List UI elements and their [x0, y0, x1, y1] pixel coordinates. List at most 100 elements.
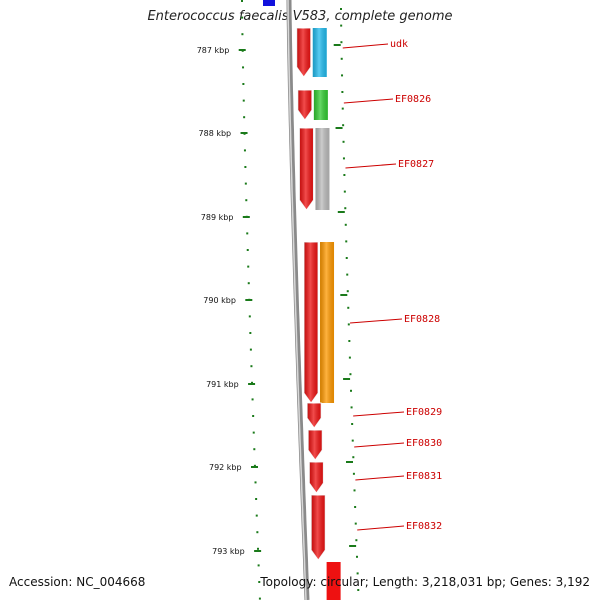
- minor-tick: [247, 282, 250, 285]
- minor-tick: [251, 381, 254, 384]
- minor-tick: [252, 415, 255, 417]
- gene-arrow-shade: [307, 403, 322, 428]
- minor-tick-outer: [354, 522, 357, 525]
- label-leader-line: [343, 98, 394, 104]
- gene-labels: udk EF0826 EF0827 EF0828 EF0829 EF0830 EF0831 E…: [342, 39, 442, 532]
- minor-tick-outer: [342, 157, 345, 160]
- minor-tick: [255, 498, 258, 500]
- major-tick-outer: [349, 545, 357, 547]
- minor-tick-outer: [347, 306, 350, 309]
- kbp-tick-label: 789 kbp: [201, 213, 234, 222]
- minor-tick-outer: [352, 472, 355, 475]
- minor-tick: [250, 365, 253, 368]
- major-tick-outer: [337, 211, 345, 213]
- upstream-feature-block: [263, 0, 275, 6]
- minor-tick: [258, 581, 261, 583]
- minor-tick: [244, 166, 247, 168]
- label-leader-line: [355, 475, 405, 481]
- minor-tick: [241, 0, 243, 2]
- minor-tick-outer: [341, 107, 344, 110]
- minor-tick: [241, 16, 244, 19]
- gene-arrow-shade: [296, 28, 311, 77]
- major-tick: [238, 49, 246, 51]
- major-tick: [248, 383, 256, 385]
- label-leader-line: [342, 43, 389, 49]
- minor-tick: [256, 547, 259, 550]
- cog-bar-shade: [315, 128, 330, 210]
- label-leader-line: [349, 318, 403, 324]
- minor-tick: [255, 514, 258, 517]
- gene-label-ef0832[interactable]: EF0832: [406, 521, 442, 532]
- minor-tick-outer: [341, 91, 344, 93]
- gene-label-ef0826[interactable]: EF0826: [395, 94, 431, 105]
- minor-tick-outer: [343, 174, 346, 176]
- minor-tick: [253, 464, 256, 467]
- minor-tick: [248, 315, 251, 318]
- minor-tick-outer: [344, 223, 347, 226]
- major-tick-outer: [335, 127, 343, 129]
- minor-tick-outer: [352, 456, 355, 459]
- minor-tick-outer: [356, 572, 359, 575]
- minor-tick-outer: [342, 140, 345, 143]
- backbone: [286, 0, 310, 600]
- major-tick-outer: [343, 378, 351, 380]
- minor-tick-outer: [340, 8, 342, 10]
- minor-tick: [246, 232, 249, 235]
- minor-tick-outer: [340, 24, 343, 27]
- minor-tick-outer: [357, 589, 360, 591]
- label-leader-line: [357, 525, 405, 531]
- minor-tick-outer: [346, 273, 349, 276]
- minor-tick-outer: [354, 506, 357, 508]
- downstream-gene-fragment: [326, 562, 341, 600]
- minor-tick: [243, 116, 246, 119]
- minor-tick-outer: [345, 257, 348, 259]
- gene-track: [263, 0, 341, 600]
- gene-label-ef0827[interactable]: EF0827: [398, 159, 434, 170]
- gene-label-ef0829[interactable]: EF0829: [406, 407, 442, 418]
- minor-tick: [247, 265, 250, 268]
- minor-tick-outer: [348, 340, 351, 342]
- gene-arrow-shade: [297, 90, 312, 120]
- major-tick: [254, 550, 262, 552]
- minor-tick: [258, 597, 261, 600]
- gene-label-ef0828[interactable]: EF0828: [404, 314, 440, 325]
- minor-tick: [243, 149, 246, 152]
- kbp-tick-label: 791 kbp: [206, 380, 239, 389]
- minor-tick: [251, 398, 254, 401]
- minor-tick: [242, 99, 245, 102]
- minor-tick-outer: [349, 373, 352, 376]
- minor-tick: [257, 564, 260, 567]
- genome-title: Enterococcus faecalis V583, complete gen…: [147, 9, 453, 24]
- kbp-tick-label: 793 kbp: [212, 547, 245, 556]
- minor-tick-outer: [353, 489, 356, 492]
- minor-tick-outer: [342, 124, 345, 127]
- gene-label-udk[interactable]: udk: [390, 39, 408, 50]
- accession-text: Accession: NC_004668: [9, 575, 146, 589]
- major-tick: [242, 216, 250, 218]
- minor-tick-outer: [355, 539, 358, 542]
- minor-tick-outer: [350, 406, 353, 409]
- minor-tick-outer: [340, 41, 343, 44]
- minor-tick: [253, 448, 256, 451]
- minor-tick: [242, 83, 245, 85]
- minor-tick-outer: [344, 207, 347, 210]
- minor-tick-outer: [341, 74, 344, 77]
- minor-tick-outer: [345, 240, 348, 243]
- minor-tick: [242, 66, 245, 69]
- minor-tick: [254, 481, 257, 484]
- minor-tick: [252, 431, 255, 434]
- gene-arrow-shade: [311, 495, 326, 560]
- major-tick-outer: [340, 294, 348, 296]
- major-tick-outer: [333, 44, 341, 46]
- kbp-tick-label: 787 kbp: [197, 46, 230, 55]
- cog-bar-shade: [320, 242, 335, 403]
- minor-tick: [249, 332, 252, 334]
- gene-label-ef0831[interactable]: EF0831: [406, 471, 442, 482]
- major-tick: [245, 299, 253, 301]
- gene-label-ef0830[interactable]: EF0830: [406, 438, 442, 449]
- minor-tick: [245, 199, 248, 202]
- gene-arrow-shade: [299, 128, 314, 210]
- minor-tick: [244, 182, 247, 185]
- minor-tick-outer: [348, 356, 351, 359]
